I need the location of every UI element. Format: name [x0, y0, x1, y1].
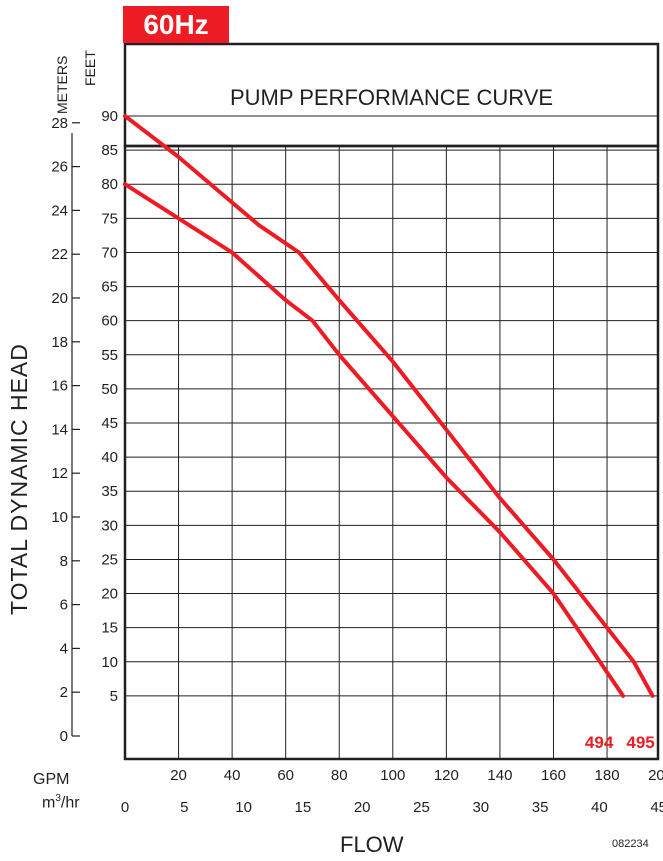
- feet-tick-label: 70: [101, 244, 118, 261]
- meters-tick-label: 12: [51, 465, 68, 482]
- feet-tick-label: 10: [101, 654, 118, 671]
- feet-tick-label: 20: [101, 586, 118, 603]
- meters-tick-label: 18: [51, 334, 68, 351]
- m3hr-tick-label: 0: [121, 799, 129, 816]
- m3hr-tick-label: 10: [235, 799, 252, 816]
- meters-tick-label: 10: [51, 509, 68, 526]
- gpm-tick-label: 20: [170, 767, 187, 784]
- frequency-badge: 60Hz: [123, 6, 229, 43]
- feet-ticks: 5 10 15 20 25 30 35 40 45 50 55 60 65 70 75 80 85 90: [101, 108, 118, 705]
- gpm-tick-label: 120: [434, 767, 459, 784]
- gpm-row-label: GPM: [33, 771, 70, 788]
- feet-tick-label: 90: [101, 108, 118, 125]
- meters-tick-label: 8: [60, 553, 68, 570]
- meters-tick-label: 16: [51, 378, 68, 395]
- gpm-tick-label: 200: [648, 767, 663, 784]
- grid-lines: [125, 115, 658, 759]
- plot-frame: [123, 144, 660, 761]
- m3hr-tick-label: 45: [650, 799, 663, 816]
- meters-tick-label: 0: [60, 728, 68, 745]
- feet-tick-label: 30: [101, 517, 118, 534]
- chart-title: PUMP PERFORMANCE CURVE: [229, 85, 554, 110]
- m3hr-tail: /hr: [60, 794, 80, 812]
- m3hr-tick-label: 35: [532, 799, 549, 816]
- meters-tick-label: 2: [60, 684, 68, 701]
- series-labels: 494 495: [585, 733, 655, 752]
- meters-tick-label: 22: [51, 246, 68, 263]
- gpm-tick-label: 40: [224, 767, 241, 784]
- m3hr-tick-label: 30: [472, 799, 489, 816]
- meters-tick-label: 14: [51, 421, 68, 438]
- gpm-tick-label: 60: [277, 767, 294, 784]
- pump-curves: [123, 114, 655, 698]
- m3-ticks: 0 5 10 15 20 25 30 35 40 45: [121, 799, 663, 816]
- feet-tick-label: 80: [101, 176, 118, 193]
- meters-tick-label: 4: [60, 640, 68, 657]
- meters-tick-label: 28: [51, 115, 68, 132]
- m3hr-sup: 3: [55, 793, 61, 804]
- meters-tick-label: 24: [51, 202, 68, 219]
- feet-tick-label: 85: [101, 142, 118, 159]
- gpm-tick-label: 160: [541, 767, 566, 784]
- feet-tick-label: 5: [110, 688, 118, 705]
- feet-tick-label: 65: [101, 279, 118, 296]
- series-label-494: 494: [585, 733, 614, 752]
- feet-tick-label: 60: [101, 313, 118, 330]
- feet-tick-label: 40: [101, 449, 118, 466]
- feet-units-label: FEET: [82, 50, 98, 86]
- x-axis-title: FLOW: [340, 832, 404, 857]
- gpm-tick-label: 180: [595, 767, 620, 784]
- meters-tick-label: 20: [51, 290, 68, 307]
- feet-tick-label: 50: [101, 381, 118, 398]
- m3hr-tick-label: 40: [591, 799, 608, 816]
- gpm-tick-label: 80: [331, 767, 348, 784]
- feet-tick-label: 45: [101, 415, 118, 432]
- y-axis-title: TOTAL DYNAMIC HEAD: [6, 343, 32, 615]
- feet-tick-label: 75: [101, 210, 118, 227]
- series-label-495: 495: [626, 733, 654, 752]
- curve-495: [123, 114, 655, 698]
- gpm-tick-label: 140: [487, 767, 512, 784]
- gpm-ticks: 20 40 60 80 100 120 140 160 180 200: [170, 767, 663, 784]
- m3hr-tick-label: 25: [413, 799, 430, 816]
- meters-tick-label: 26: [51, 159, 68, 176]
- curve-494: [123, 182, 626, 698]
- meters-tick-label: 6: [60, 597, 68, 614]
- feet-tick-label: 25: [101, 551, 118, 568]
- meters-units-label: METERS: [54, 55, 70, 114]
- m3hr-row-label: m3/hr: [42, 793, 80, 812]
- m3hr-tick-label: 15: [295, 799, 312, 816]
- drawing-code: 082234: [612, 838, 649, 850]
- m3hr-tick-label: 5: [180, 799, 188, 816]
- m3hr-base: m: [42, 794, 56, 812]
- m3hr-tick-label: 20: [354, 799, 371, 816]
- feet-tick-label: 15: [101, 620, 118, 637]
- feet-tick-label: 55: [101, 347, 118, 364]
- gpm-tick-label: 100: [380, 767, 405, 784]
- feet-tick-label: 35: [101, 483, 118, 500]
